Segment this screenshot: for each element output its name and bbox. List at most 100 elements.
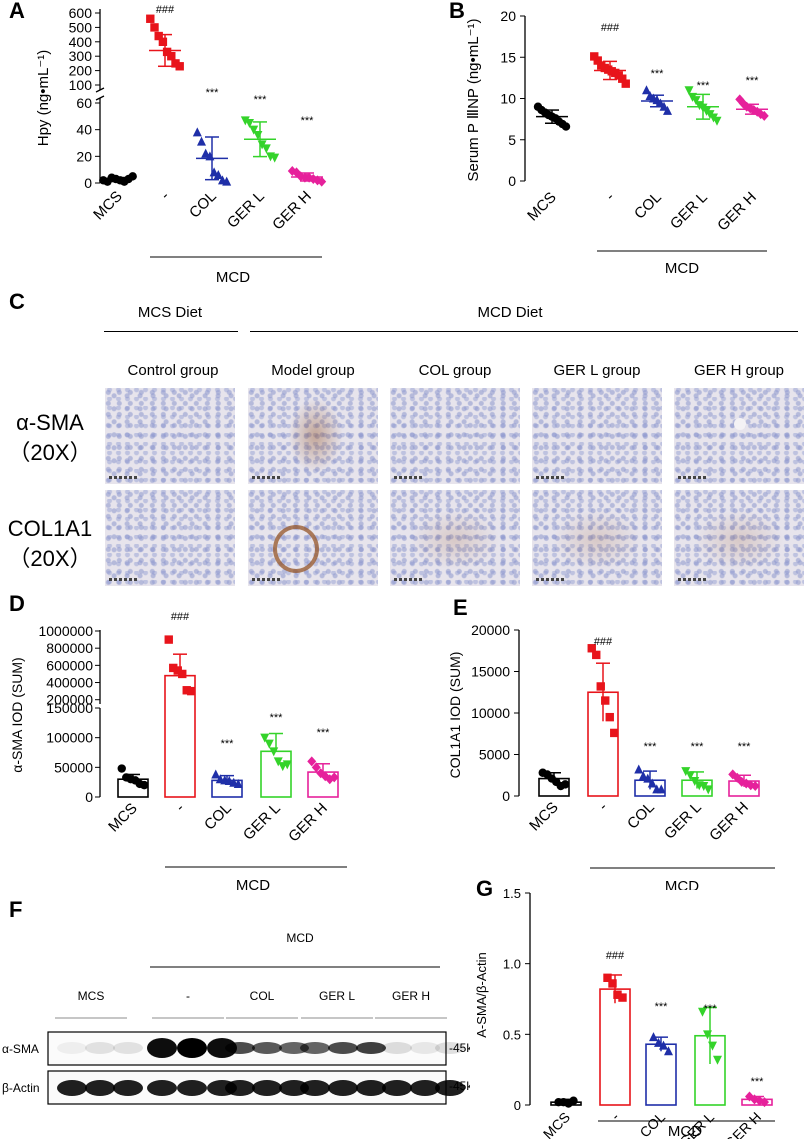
band-size: -45kD bbox=[449, 1079, 470, 1093]
y-tick-label: 15000 bbox=[471, 664, 510, 680]
data-point bbox=[737, 776, 747, 787]
mcs-diet-header: MCS Diet bbox=[137, 304, 203, 321]
significance-label: *** bbox=[746, 75, 760, 87]
data-point bbox=[699, 782, 709, 792]
data-point bbox=[146, 14, 155, 23]
data-point bbox=[260, 733, 270, 743]
data-point bbox=[745, 1091, 754, 1102]
data-point bbox=[642, 85, 651, 95]
data-point bbox=[755, 1095, 764, 1106]
y-tick-label: 1.5 bbox=[503, 886, 521, 901]
significance-label: *** bbox=[317, 727, 331, 739]
data-point bbox=[164, 635, 173, 644]
blot-band bbox=[225, 1042, 255, 1054]
blot-band bbox=[113, 1042, 143, 1054]
category-label: MCS bbox=[524, 189, 560, 225]
row-label-a-sma: α-SMA （20X） bbox=[0, 408, 100, 468]
data-point bbox=[649, 1032, 658, 1042]
data-point bbox=[182, 686, 191, 695]
y-tick-label: 20000 bbox=[471, 622, 510, 638]
stain-region bbox=[734, 418, 746, 430]
blot-band bbox=[435, 1080, 465, 1096]
y-axis-label: Serum P ⅢNP (ng•mL⁻¹) bbox=[465, 18, 482, 181]
group-header-control: Control group bbox=[127, 362, 219, 379]
data-point bbox=[593, 56, 602, 65]
band-size: -45kD bbox=[449, 1041, 470, 1055]
chart-g: 00.51.01.5A-SMA/β-Actin ###*** ******MCS - C… bbox=[474, 886, 775, 1139]
y-tick-label: 20 bbox=[76, 148, 92, 164]
significance-label: *** bbox=[697, 80, 711, 92]
scale-bar bbox=[109, 476, 139, 479]
blot-band bbox=[382, 1042, 412, 1054]
data-point bbox=[264, 739, 274, 749]
data-point bbox=[569, 1096, 578, 1105]
histology-image bbox=[105, 490, 235, 586]
y-tick-label: 0.5 bbox=[503, 1027, 521, 1042]
significance-label: *** bbox=[221, 738, 235, 750]
scale-bar bbox=[678, 476, 708, 479]
data-point bbox=[128, 172, 137, 181]
mcd-diet-line bbox=[250, 331, 798, 332]
stain-region bbox=[410, 510, 500, 570]
stain-region bbox=[288, 398, 343, 473]
data-point bbox=[154, 31, 163, 41]
data-point bbox=[167, 52, 176, 61]
row-mag: （20X） bbox=[8, 546, 92, 571]
panel-label-b: B bbox=[449, 0, 465, 23]
data-point bbox=[261, 144, 271, 154]
scale-bar bbox=[536, 476, 566, 479]
scale-bar bbox=[678, 578, 708, 581]
data-point bbox=[240, 116, 250, 126]
data-point bbox=[691, 96, 701, 106]
group-label: MCD bbox=[286, 931, 314, 945]
data-point bbox=[222, 176, 232, 186]
scale-bar bbox=[394, 476, 424, 479]
category-label: - bbox=[157, 188, 173, 204]
data-point bbox=[643, 773, 653, 783]
scale-bar bbox=[252, 476, 282, 479]
scale-bar bbox=[394, 578, 424, 581]
bar bbox=[599, 988, 631, 1106]
data-point bbox=[187, 686, 196, 696]
y-axis-label: Hpy (ng•mL⁻¹) bbox=[35, 50, 52, 147]
y-tick-label: 0 bbox=[514, 1098, 521, 1113]
significance-label: *** bbox=[206, 87, 220, 99]
data-point bbox=[708, 1041, 717, 1051]
y-tick-label: 5 bbox=[508, 132, 516, 148]
data-point bbox=[746, 780, 756, 791]
data-point bbox=[703, 1030, 712, 1040]
data-point bbox=[329, 772, 339, 783]
data-point bbox=[663, 105, 672, 115]
blot-band bbox=[300, 1042, 330, 1054]
stain-region bbox=[552, 510, 642, 570]
y-tick-label: 500 bbox=[69, 19, 93, 35]
group-label: MCD bbox=[236, 877, 270, 890]
data-point bbox=[282, 760, 292, 770]
category-label: GER H bbox=[721, 1109, 764, 1139]
data-point bbox=[307, 756, 317, 767]
data-point bbox=[698, 1007, 707, 1017]
significance-label: *** bbox=[655, 1001, 669, 1013]
category-label: MCS bbox=[526, 799, 562, 835]
panel-label-c: C bbox=[9, 289, 25, 314]
significance-label: *** bbox=[651, 68, 665, 80]
y-tick-label: 400000 bbox=[46, 675, 93, 691]
data-point bbox=[213, 170, 223, 179]
data-point bbox=[684, 86, 694, 96]
group-label: MCD bbox=[665, 260, 699, 277]
y-tick-label: 10000 bbox=[471, 705, 510, 721]
scale-bar bbox=[109, 578, 139, 581]
data-point bbox=[162, 47, 172, 57]
scale-bar bbox=[252, 578, 282, 581]
category-label: GER L bbox=[661, 799, 705, 843]
band-label: α-SMA bbox=[2, 1042, 39, 1056]
group-header-ger-l: GER L group bbox=[553, 362, 641, 379]
significance-label: *** bbox=[254, 94, 268, 106]
significance-label: *** bbox=[301, 115, 315, 127]
chart-e: 0 5000 10000 15000 20000 COL1A1 IOD (SUM) ### *… bbox=[447, 622, 775, 890]
blot-band bbox=[252, 1080, 282, 1096]
data-point bbox=[561, 122, 571, 131]
data-point bbox=[178, 669, 187, 679]
category-label: - bbox=[602, 189, 618, 205]
